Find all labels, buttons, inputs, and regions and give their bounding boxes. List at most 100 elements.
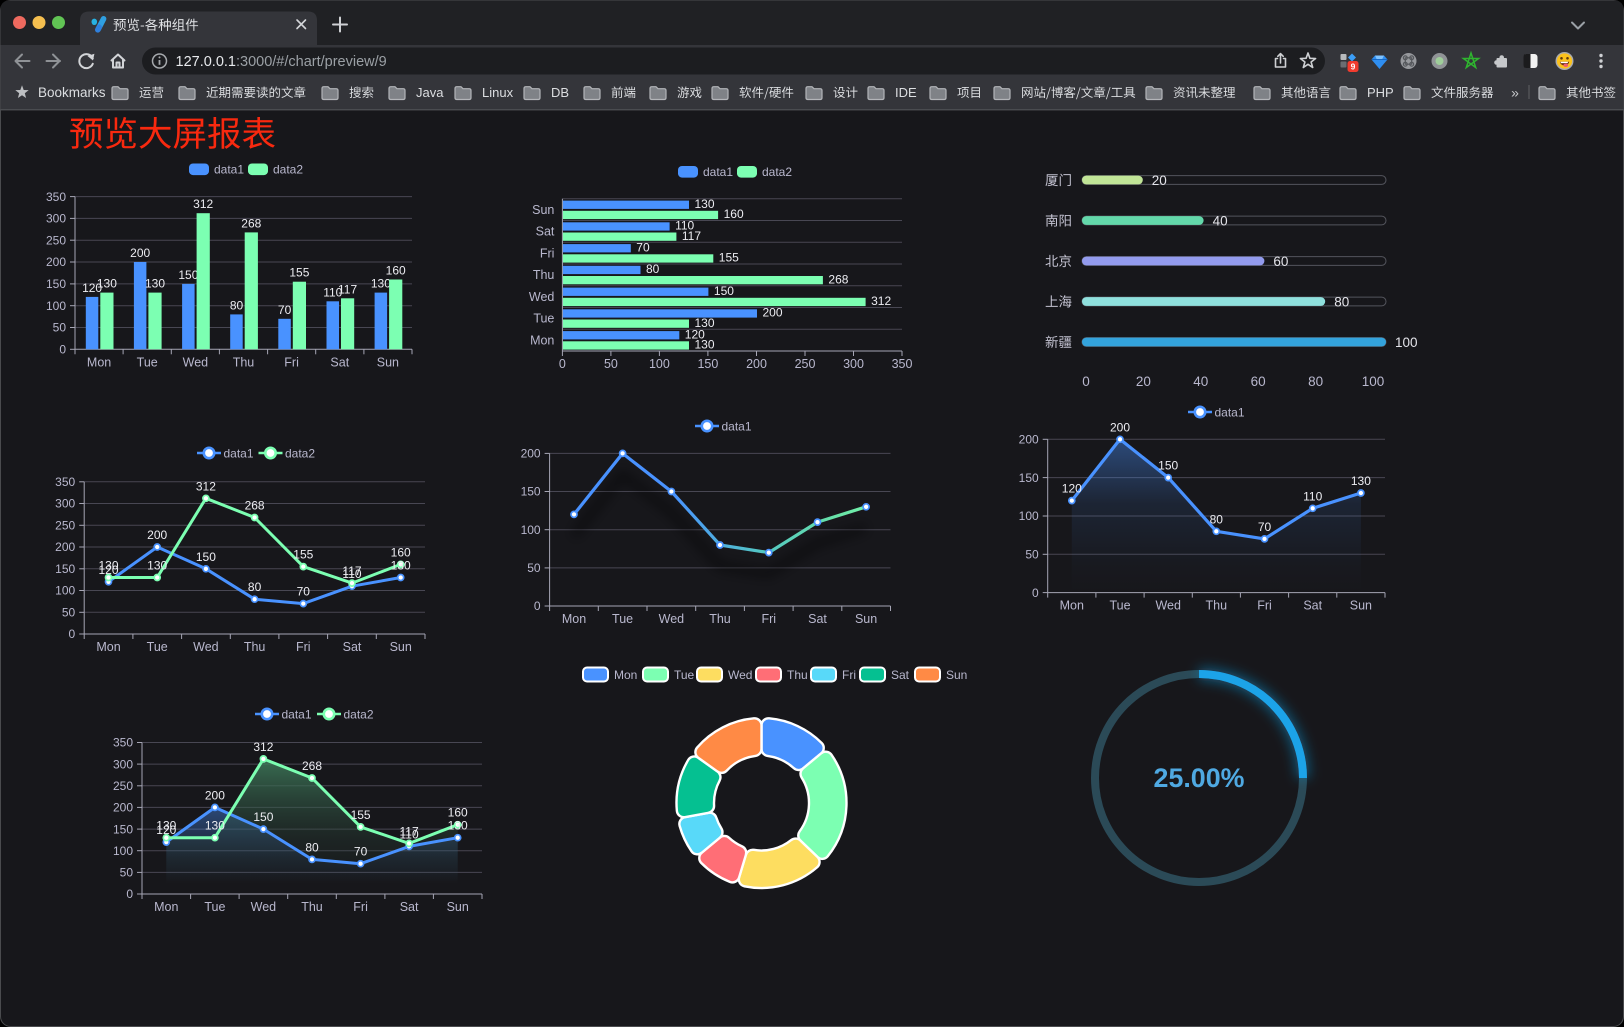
svg-text:50: 50 [527, 561, 541, 575]
svg-text:Bookmarks: Bookmarks [38, 85, 106, 100]
svg-text:Sat: Sat [536, 225, 555, 239]
svg-text:Sun: Sun [447, 900, 469, 914]
svg-text:Linux: Linux [482, 85, 514, 100]
svg-text:50: 50 [120, 866, 134, 880]
svg-text:200: 200 [1110, 420, 1130, 434]
svg-text:Sun: Sun [390, 640, 412, 654]
svg-text:117: 117 [338, 282, 357, 296]
svg-text:110: 110 [1303, 489, 1322, 503]
svg-text:110: 110 [675, 219, 694, 233]
svg-text:350: 350 [46, 190, 66, 204]
svg-text:0: 0 [1082, 374, 1090, 389]
svg-text:80: 80 [646, 262, 660, 276]
svg-text:Mon: Mon [154, 900, 178, 914]
svg-text:160: 160 [386, 264, 406, 278]
svg-text:110: 110 [323, 285, 342, 299]
svg-text:150: 150 [521, 485, 541, 499]
svg-text:Fri: Fri [353, 900, 368, 914]
svg-text:200: 200 [46, 255, 66, 269]
svg-text:data1: data1 [722, 419, 752, 433]
svg-text:130: 130 [695, 197, 715, 211]
svg-text:70: 70 [278, 303, 292, 317]
svg-text:Sat: Sat [400, 900, 419, 914]
svg-text:200: 200 [113, 801, 133, 815]
svg-text:250: 250 [55, 519, 75, 533]
svg-text:117: 117 [342, 564, 361, 578]
svg-text:200: 200 [55, 540, 75, 554]
svg-text:130: 130 [97, 277, 117, 291]
svg-text:130: 130 [1351, 474, 1371, 488]
svg-text:110: 110 [342, 567, 361, 581]
svg-text:Wed: Wed [529, 290, 555, 304]
svg-text:312: 312 [196, 479, 216, 493]
svg-text:Tue: Tue [1109, 599, 1130, 613]
svg-text:130: 130 [695, 316, 715, 330]
svg-text:20: 20 [1136, 374, 1151, 389]
svg-text:data2: data2 [285, 446, 315, 460]
svg-text:Fri: Fri [842, 668, 856, 682]
svg-text:80: 80 [230, 298, 244, 312]
svg-text:100: 100 [55, 584, 75, 598]
svg-text:268: 268 [245, 499, 265, 513]
svg-text:data1: data1 [224, 446, 254, 460]
svg-text:60: 60 [1273, 254, 1288, 269]
svg-text:100: 100 [46, 299, 66, 313]
svg-text:50: 50 [62, 606, 76, 620]
svg-text:300: 300 [46, 212, 66, 226]
svg-text:120: 120 [156, 823, 176, 837]
svg-text:Thu: Thu [301, 900, 323, 914]
svg-text:data1: data1 [214, 163, 244, 177]
svg-text:Mon: Mon [614, 668, 637, 682]
svg-text:Fri: Fri [540, 247, 555, 261]
svg-text:80: 80 [1334, 295, 1349, 310]
svg-text:»: » [1511, 85, 1519, 101]
svg-text:Thu: Thu [233, 355, 255, 369]
svg-text:200: 200 [746, 357, 767, 371]
svg-text:100: 100 [113, 844, 133, 858]
svg-text:Sat: Sat [343, 640, 362, 654]
svg-text:350: 350 [113, 736, 133, 750]
svg-text:100: 100 [521, 523, 541, 537]
svg-text:80: 80 [248, 580, 262, 594]
svg-text:Mon: Mon [96, 640, 120, 654]
svg-text:350: 350 [892, 357, 913, 371]
svg-text:150: 150 [178, 268, 198, 282]
svg-text:80: 80 [1308, 374, 1323, 389]
svg-text:200: 200 [1019, 433, 1039, 447]
svg-text:25.00%: 25.00% [1154, 763, 1245, 793]
svg-text:70: 70 [636, 240, 650, 254]
svg-text:100: 100 [1362, 374, 1385, 389]
svg-text:300: 300 [55, 497, 75, 511]
svg-text:Sat: Sat [808, 612, 827, 626]
svg-text:data2: data2 [273, 163, 303, 177]
svg-text:0: 0 [69, 627, 76, 641]
svg-text:Thu: Thu [787, 668, 808, 682]
svg-text:40: 40 [1213, 214, 1228, 229]
svg-text:0: 0 [534, 599, 541, 613]
svg-text:117: 117 [400, 824, 419, 838]
svg-text:250: 250 [113, 779, 133, 793]
svg-text:Thu: Thu [244, 640, 266, 654]
svg-text:268: 268 [302, 759, 322, 773]
svg-text:250: 250 [46, 233, 66, 247]
svg-text:155: 155 [293, 548, 313, 562]
svg-text:130: 130 [695, 338, 715, 352]
svg-text:300: 300 [113, 757, 133, 771]
svg-text:Tue: Tue [533, 312, 554, 326]
svg-text:127.0.0.1:3000/#/chart/preview: 127.0.0.1:3000/#/chart/preview/9 [176, 54, 387, 70]
svg-text:Wed: Wed [1155, 599, 1181, 613]
svg-text:130: 130 [448, 819, 468, 833]
svg-text:150: 150 [714, 284, 734, 298]
svg-text:Tue: Tue [674, 668, 695, 682]
svg-text:Sat: Sat [330, 355, 349, 369]
svg-text:data2: data2 [344, 707, 374, 721]
svg-text:Sat: Sat [891, 668, 910, 682]
svg-text:data1: data1 [282, 707, 312, 721]
svg-text:150: 150 [113, 822, 133, 836]
svg-text:117: 117 [682, 229, 701, 243]
svg-text:350: 350 [55, 475, 75, 489]
svg-text:9: 9 [1351, 62, 1356, 72]
svg-text:Thu: Thu [533, 268, 555, 282]
svg-text:312: 312 [871, 294, 891, 308]
svg-text:130: 130 [147, 559, 167, 573]
